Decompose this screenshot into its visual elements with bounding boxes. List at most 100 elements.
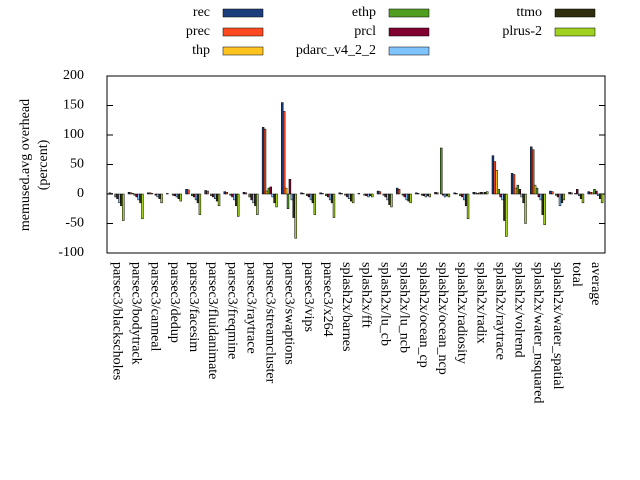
bar	[495, 170, 498, 195]
bar	[556, 193, 560, 198]
bar	[560, 193, 564, 204]
bar	[434, 191, 437, 195]
bar	[286, 193, 290, 209]
bar	[254, 193, 257, 207]
bar	[242, 191, 246, 195]
x-tick-label: splash2x/lu_cb	[378, 262, 393, 346]
legend-label: thp	[192, 43, 210, 58]
x-tick-label: splash2x/ocean_cp	[416, 262, 431, 368]
bar	[129, 192, 133, 195]
bar	[307, 193, 311, 198]
bar	[344, 193, 347, 196]
bar	[275, 193, 278, 208]
bar	[510, 173, 514, 195]
bar	[505, 193, 508, 237]
y-tick-label: 150	[63, 98, 84, 113]
bar	[491, 155, 495, 195]
bar	[250, 193, 253, 201]
bar	[501, 193, 504, 201]
bar	[231, 193, 234, 198]
bar	[397, 189, 401, 195]
bar	[252, 193, 255, 204]
legend-label: plrus-2	[502, 24, 542, 39]
x-tick-label: splash2x/volrend	[512, 262, 527, 358]
legend-swatch	[388, 46, 430, 56]
bar	[441, 193, 445, 196]
bar	[210, 193, 213, 197]
bar	[321, 193, 324, 195]
bar	[388, 193, 391, 205]
y-tick-label: 200	[63, 68, 84, 83]
bar	[480, 191, 483, 195]
bar	[426, 193, 430, 197]
bar	[535, 187, 539, 195]
bar	[453, 192, 456, 195]
bar	[587, 191, 590, 195]
bar	[179, 193, 182, 202]
bar	[108, 192, 112, 195]
bar	[417, 193, 420, 195]
bar	[225, 191, 228, 195]
bar	[466, 193, 470, 220]
x-tick-label: splash2x/barnes	[339, 262, 354, 351]
bar	[269, 186, 272, 195]
bar	[436, 192, 439, 195]
bar	[539, 193, 543, 201]
bar	[445, 193, 449, 197]
bar	[131, 193, 135, 195]
bar	[384, 193, 387, 198]
bar	[543, 193, 546, 225]
bar	[300, 192, 303, 195]
bar	[166, 193, 169, 195]
bar	[194, 193, 198, 201]
y-tick-label: 0	[77, 186, 84, 201]
bar	[175, 193, 179, 198]
bar	[256, 193, 259, 215]
bar	[554, 193, 558, 196]
bar	[133, 193, 136, 196]
x-tick-label: parsec3/raytrace	[243, 262, 258, 354]
bar	[284, 187, 288, 195]
legend-swatch	[388, 27, 430, 37]
bar	[204, 190, 207, 195]
bar	[600, 193, 604, 204]
legend-swatch	[554, 27, 596, 37]
bar	[516, 184, 520, 195]
bar	[549, 190, 552, 195]
bar	[281, 102, 284, 195]
bar	[338, 192, 341, 195]
bar	[212, 193, 215, 198]
bar	[311, 193, 315, 204]
bar	[485, 191, 489, 195]
legend-swatch	[222, 8, 264, 18]
x-tick-label: parsec3/bodytrack	[129, 262, 144, 365]
bar	[367, 193, 370, 198]
legend-swatch	[222, 27, 264, 37]
bar	[340, 193, 343, 195]
bar	[150, 193, 154, 195]
bar	[484, 191, 487, 195]
x-tick-label: splash2x/ocean_ncp	[435, 262, 450, 375]
bar	[463, 193, 466, 201]
bar	[357, 193, 361, 195]
x-tick-label: splash2x/lu_ncb	[397, 262, 412, 353]
bar	[215, 193, 219, 202]
legend-swatch	[554, 8, 596, 18]
bar	[156, 193, 159, 198]
bar	[171, 193, 175, 196]
bar	[464, 193, 468, 207]
bar	[116, 193, 119, 199]
bar	[472, 191, 476, 195]
bar	[265, 190, 269, 195]
y-tick-label: 100	[63, 127, 84, 142]
bar	[499, 193, 502, 198]
y-axis-label: (percent)	[36, 139, 51, 190]
x-tick-label: average	[588, 262, 603, 306]
bar	[568, 191, 571, 195]
bar	[551, 191, 554, 195]
x-tick-label: total	[569, 262, 584, 287]
x-tick-label: parsec3/canneal	[148, 262, 163, 351]
bar	[148, 192, 152, 195]
bar	[522, 193, 525, 204]
bar	[332, 193, 336, 218]
